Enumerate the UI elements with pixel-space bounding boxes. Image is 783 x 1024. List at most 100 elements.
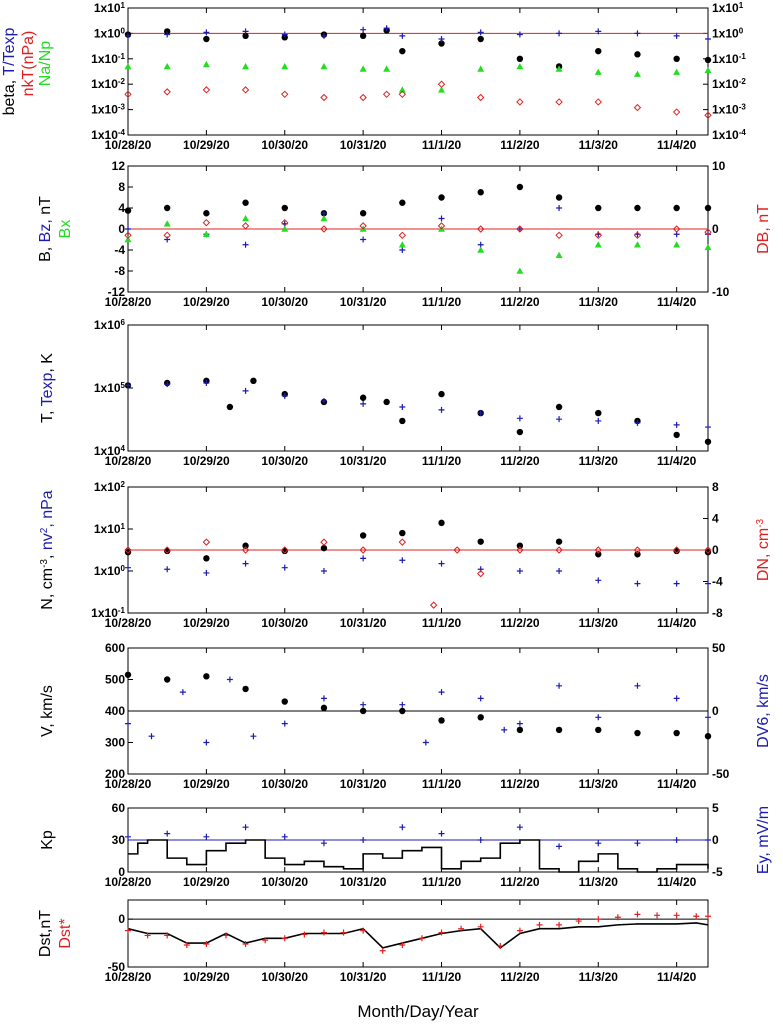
x-tick-label: 10/29/20 — [183, 454, 230, 468]
data-point — [595, 204, 602, 212]
data-point — [673, 32, 680, 39]
left-axis-label-part-3: , nPa — [39, 490, 56, 527]
left-axis-label-2-part-0: Dst* — [57, 918, 74, 948]
y-tick-label-left-1-exp: 0 — [121, 26, 126, 35]
y-tick-label-left-2: 0 — [118, 865, 125, 879]
data-point — [242, 941, 249, 948]
data-point — [320, 62, 328, 70]
data-point — [281, 62, 289, 70]
y-tick-label-right-2-text: 0 — [712, 543, 719, 557]
x-tick-label: 10/30/20 — [261, 777, 308, 791]
left-axis-label: B, Bz, nT — [37, 196, 54, 262]
data-point — [399, 557, 406, 564]
left-axis-label: N, cm-3, nv2, nPa — [39, 490, 57, 610]
data-point — [705, 580, 711, 587]
data-point — [163, 676, 171, 683]
data-point — [516, 415, 523, 422]
data-point — [124, 236, 132, 243]
left-axis-label-part-2: nT — [37, 196, 54, 215]
data-point — [673, 431, 680, 439]
data-point — [164, 566, 171, 573]
data-point — [516, 225, 524, 233]
data-point — [241, 546, 250, 554]
data-point — [163, 62, 171, 70]
data-point — [203, 673, 210, 680]
x-tick-label: 11/1/20 — [422, 777, 462, 791]
x-tick-label: 10/31/20 — [340, 454, 387, 468]
data-point — [242, 824, 249, 831]
y-tick-label-left-1: 1x105 — [94, 381, 126, 396]
data-point — [379, 947, 386, 954]
y-tick-label-right-4-exp: -3 — [739, 102, 747, 111]
y-tick-label-left-2-text: 0 — [118, 865, 125, 879]
y-tick-label-right-0-text: 5 — [712, 801, 719, 815]
data-point — [202, 86, 211, 94]
data-point — [516, 927, 523, 934]
data-point — [437, 222, 446, 230]
data-point — [516, 31, 523, 38]
x-tick-label: 11/1/20 — [422, 138, 462, 152]
x-tick-label: 10/30/20 — [261, 970, 308, 984]
data-point — [555, 538, 563, 545]
x-tick-label: 11/2/20 — [500, 970, 540, 984]
series-temp-0 — [124, 377, 712, 445]
y-tick-label-right-0-text: 10 — [712, 159, 726, 173]
data-point — [281, 564, 288, 571]
y-tick-label-right-3-exp: -2 — [739, 77, 747, 86]
data-point — [320, 695, 327, 702]
y-tick-label-right-0: 8 — [712, 480, 719, 494]
x-tick-label: 10/29/20 — [183, 616, 230, 630]
data-point — [262, 937, 269, 944]
x-tick-label: 10/28/20 — [105, 295, 152, 309]
x-tick-label: 11/3/20 — [579, 777, 619, 791]
y-tick-label-left-0-text: 1x10 — [94, 480, 121, 494]
data-point — [281, 90, 289, 99]
data-point — [429, 601, 438, 609]
y-tick-label-left-3: 300 — [105, 736, 125, 750]
data-point — [516, 824, 523, 831]
data-point — [320, 840, 327, 847]
x-tick-label: 10/28/20 — [105, 777, 152, 791]
data-point — [202, 230, 210, 238]
data-point — [477, 714, 484, 721]
x-tick-label: 10/28/20 — [105, 875, 152, 889]
x-tick-label: 11/4/20 — [657, 875, 697, 889]
x-tick-label: 10/28/20 — [105, 970, 152, 984]
data-point — [203, 569, 210, 576]
y-tick-label-right-1: 0 — [712, 833, 719, 847]
y-tick-label-right-0-text: 1x10 — [712, 1, 739, 15]
data-point — [359, 222, 367, 230]
data-point — [595, 47, 602, 55]
data-point — [634, 30, 641, 37]
y-tick-label-right-0-text: 8 — [712, 480, 719, 494]
data-point — [340, 929, 347, 936]
data-point — [124, 62, 132, 70]
data-point — [242, 387, 249, 394]
series-density-0 — [124, 519, 712, 562]
y-tick-label-right-2: -10 — [712, 285, 730, 299]
left-axis-label-2: Dst* — [57, 918, 74, 948]
data-point — [705, 36, 711, 43]
y-tick-label-right-0: 10 — [712, 159, 726, 173]
data-point — [281, 546, 289, 554]
data-point — [555, 194, 563, 201]
y-tick-label-left-0: 0 — [118, 912, 125, 926]
x-tick-label: 10/30/20 — [261, 875, 308, 889]
x-tick-label: 11/3/20 — [579, 970, 619, 984]
data-point — [320, 398, 327, 405]
left-axis-label-2: Bx — [57, 220, 74, 239]
y-tick-label-right-1: 0 — [712, 222, 719, 236]
y-tick-label-left-1: -50 — [108, 960, 126, 974]
data-point — [516, 183, 524, 191]
y-tick-label-left-1-text: 30 — [112, 833, 126, 847]
data-point — [281, 833, 288, 840]
y-tick-label-left-5: 1x10-4 — [91, 128, 125, 143]
data-point — [595, 840, 602, 847]
data-point — [556, 921, 563, 928]
series-beta-2 — [124, 60, 712, 93]
left-axis-label: T, Texp, K — [39, 353, 56, 423]
data-point — [705, 714, 711, 721]
y-tick-label-left-0-text: 12 — [112, 159, 126, 173]
data-point — [359, 532, 367, 539]
data-point — [595, 28, 602, 35]
